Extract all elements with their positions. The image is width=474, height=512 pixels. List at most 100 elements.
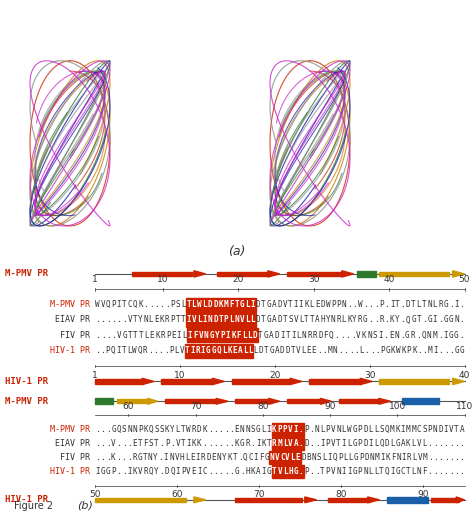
Text: .: . — [164, 346, 168, 355]
Text: S: S — [154, 425, 159, 434]
Text: Y: Y — [170, 425, 175, 434]
Bar — [247, 329, 253, 342]
Text: C: C — [401, 467, 405, 476]
Text: I: I — [190, 346, 195, 355]
Text: R: R — [195, 346, 200, 355]
Text: W: W — [197, 300, 201, 309]
Text: B: B — [306, 453, 311, 462]
Text: V: V — [417, 453, 422, 462]
Text: K: K — [412, 346, 417, 355]
Bar — [217, 272, 268, 276]
Text: G: G — [137, 453, 142, 462]
Text: R: R — [313, 331, 317, 340]
Bar — [221, 344, 227, 357]
Bar — [242, 329, 247, 342]
Text: .: . — [438, 331, 442, 340]
Polygon shape — [268, 271, 280, 277]
Bar — [232, 379, 289, 383]
Text: .: . — [449, 346, 454, 355]
Text: N: N — [144, 315, 148, 325]
Text: .: . — [460, 453, 464, 462]
Text: .: . — [428, 439, 432, 448]
Text: C: C — [202, 467, 207, 476]
Text: P: P — [358, 425, 362, 434]
Text: P: P — [181, 467, 185, 476]
Text: W: W — [358, 300, 362, 309]
Text: .: . — [111, 331, 116, 340]
Text: .: . — [111, 315, 116, 325]
Text: V: V — [138, 467, 143, 476]
Text: .: . — [374, 315, 378, 325]
Bar — [209, 329, 214, 342]
Text: .: . — [117, 315, 121, 325]
Text: T: T — [232, 453, 237, 462]
Text: E: E — [190, 453, 195, 462]
Text: F: F — [324, 331, 328, 340]
Bar — [285, 451, 290, 464]
Text: T: T — [181, 425, 185, 434]
Text: .: . — [219, 425, 223, 434]
Text: M-PMV PR: M-PMV PR — [50, 300, 90, 309]
Text: N: N — [133, 425, 137, 434]
Text: .: . — [428, 453, 432, 462]
Text: D: D — [277, 300, 282, 309]
Text: D: D — [285, 346, 290, 355]
Text: .: . — [208, 425, 212, 434]
Text: .: . — [202, 439, 207, 448]
Text: .: . — [224, 425, 228, 434]
Text: F: F — [259, 453, 264, 462]
Text: .: . — [224, 439, 228, 448]
Text: .: . — [349, 346, 353, 355]
Bar — [227, 344, 232, 357]
Text: W: W — [347, 425, 352, 434]
Text: L: L — [342, 425, 346, 434]
Text: L: L — [191, 300, 196, 309]
Text: Q: Q — [133, 300, 137, 309]
Text: L: L — [149, 315, 154, 325]
Text: M: M — [432, 331, 437, 340]
Text: K: K — [391, 346, 395, 355]
Text: H: H — [180, 453, 184, 462]
Bar — [191, 313, 197, 327]
Text: P: P — [358, 467, 362, 476]
Text: T: T — [454, 425, 459, 434]
Text: V: V — [117, 331, 121, 340]
Text: .: . — [158, 453, 163, 462]
Text: HIV-1 PR: HIV-1 PR — [5, 495, 48, 504]
Text: F: F — [422, 467, 427, 476]
Bar — [203, 329, 209, 342]
Text: P: P — [283, 425, 287, 434]
Text: .: . — [449, 453, 454, 462]
Text: I: I — [201, 346, 205, 355]
Text: .: . — [422, 315, 427, 325]
Text: R: R — [358, 315, 362, 325]
Text: .: . — [322, 346, 327, 355]
Bar — [95, 379, 143, 383]
Text: V: V — [331, 439, 336, 448]
Text: T: T — [310, 315, 314, 325]
Text: N: N — [336, 467, 341, 476]
Text: Q: Q — [149, 467, 154, 476]
Bar — [165, 399, 217, 403]
Text: R: R — [191, 425, 196, 434]
Text: I: I — [378, 331, 383, 340]
Bar — [216, 344, 221, 357]
Text: E: E — [154, 315, 159, 325]
Bar — [223, 298, 229, 311]
Text: E: E — [296, 453, 301, 462]
Text: R: R — [336, 315, 341, 325]
Text: .: . — [438, 467, 443, 476]
Text: .: . — [127, 453, 131, 462]
Text: 40: 40 — [383, 275, 395, 284]
Bar — [287, 272, 342, 276]
Text: L: L — [374, 467, 378, 476]
Text: M: M — [375, 453, 380, 462]
Text: T: T — [320, 467, 325, 476]
Text: I: I — [251, 300, 255, 309]
Text: K: K — [191, 439, 196, 448]
Text: S: S — [122, 425, 127, 434]
Text: G: G — [448, 331, 453, 340]
Text: N: N — [454, 315, 459, 325]
Text: .: . — [343, 346, 348, 355]
Bar — [117, 399, 150, 403]
